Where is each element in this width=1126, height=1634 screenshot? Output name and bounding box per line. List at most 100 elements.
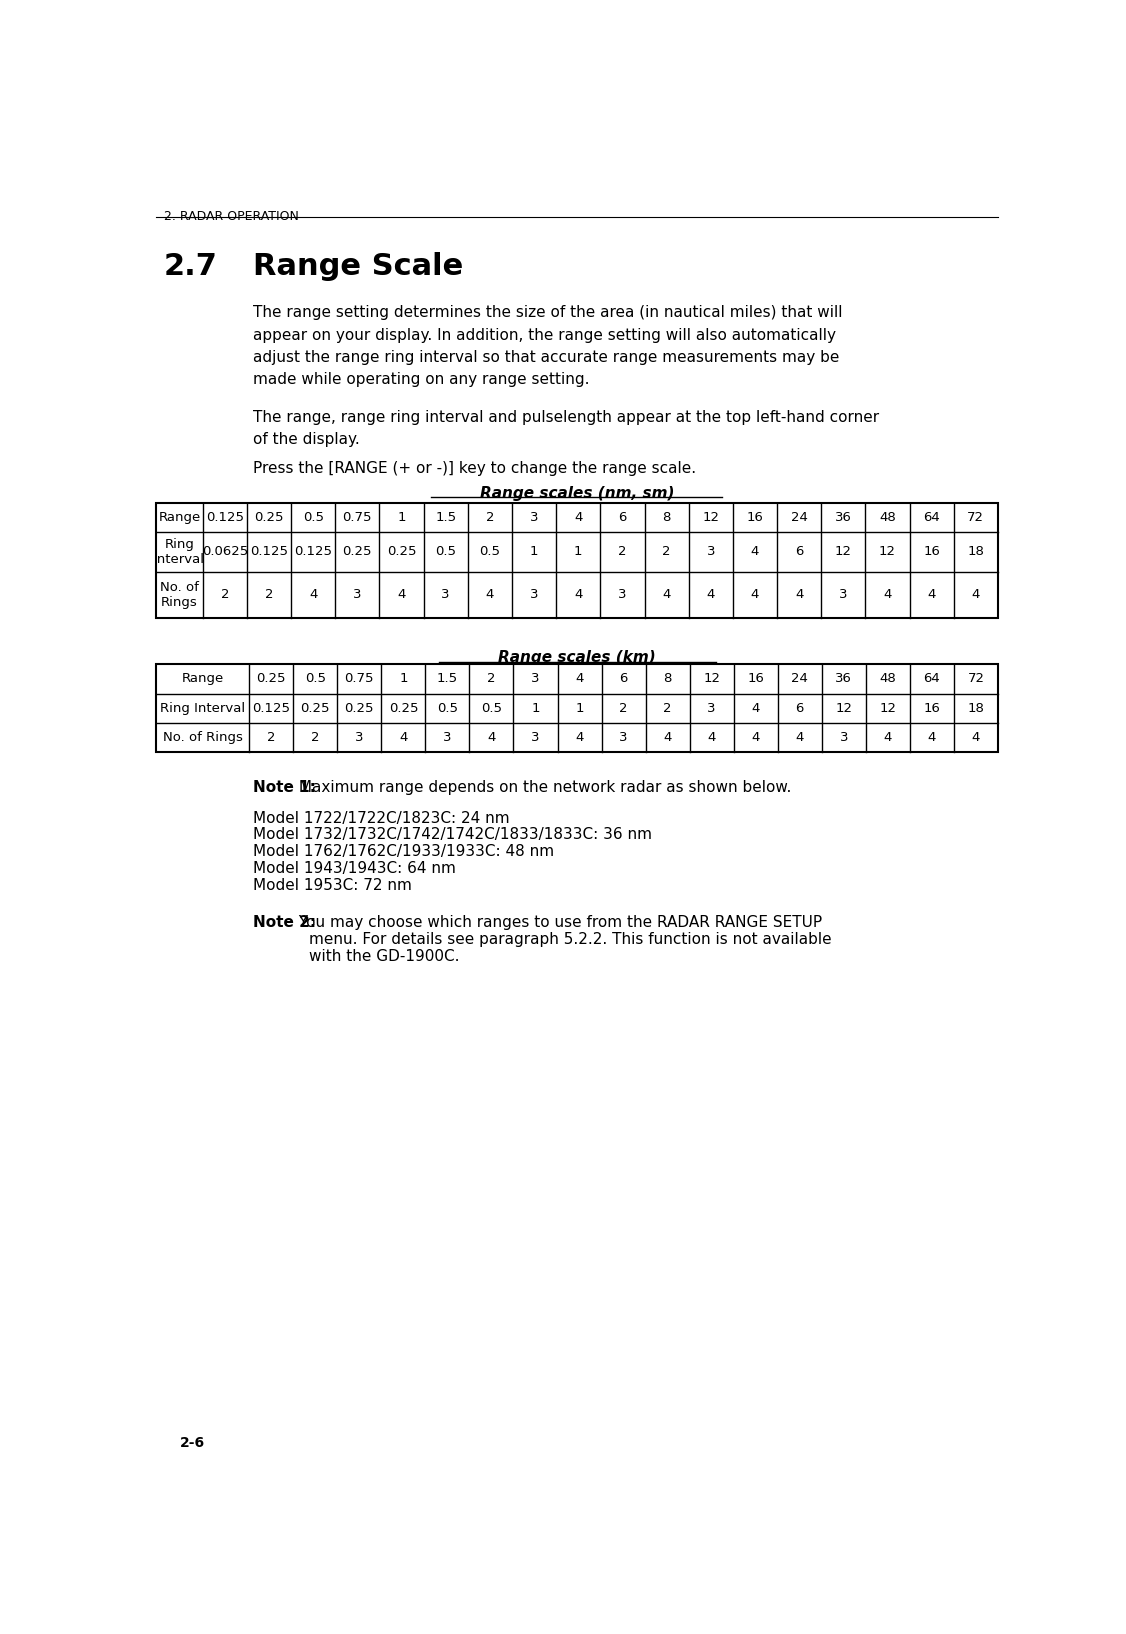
Text: The range setting determines the size of the area (in nautical miles) that will
: The range setting determines the size of… (253, 306, 842, 387)
Text: 4: 4 (485, 588, 494, 601)
Text: 4: 4 (884, 730, 892, 743)
Text: 24: 24 (790, 511, 807, 523)
Text: Model 1953C: 72 nm: Model 1953C: 72 nm (253, 879, 412, 894)
Text: 3: 3 (531, 672, 539, 685)
Text: 3: 3 (354, 588, 361, 601)
Text: 4: 4 (400, 730, 408, 743)
Text: 64: 64 (923, 672, 940, 685)
Text: The range, range ring interval and pulselength appear at the top left-hand corne: The range, range ring interval and pulse… (253, 410, 879, 448)
Text: 0.25: 0.25 (301, 701, 330, 714)
Text: 4: 4 (883, 588, 892, 601)
Text: 4: 4 (309, 588, 318, 601)
Text: No. of Rings: No. of Rings (163, 730, 243, 743)
Text: Range scales (km): Range scales (km) (498, 650, 656, 665)
Text: Note 2:: Note 2: (253, 915, 316, 930)
Text: Range: Range (159, 511, 200, 523)
Text: Note 1:: Note 1: (253, 779, 316, 794)
Text: Model 1722/1722C/1823C: 24 nm: Model 1722/1722C/1823C: 24 nm (253, 810, 510, 825)
Text: 1: 1 (399, 672, 408, 685)
Text: with the GD-1900C.: with the GD-1900C. (309, 949, 459, 964)
Text: menu. For details see paragraph 5.2.2. This function is not available: menu. For details see paragraph 5.2.2. T… (309, 933, 831, 948)
Text: 3: 3 (531, 730, 539, 743)
Text: 1: 1 (397, 511, 405, 523)
Text: 12: 12 (879, 546, 896, 559)
Text: 2: 2 (267, 730, 276, 743)
Text: 2: 2 (488, 672, 495, 685)
Text: 0.75: 0.75 (342, 511, 372, 523)
Text: 4: 4 (972, 730, 980, 743)
Text: 2: 2 (221, 588, 229, 601)
Text: 3: 3 (441, 588, 450, 601)
Text: 0.125: 0.125 (252, 701, 291, 714)
Text: 6: 6 (619, 672, 628, 685)
Text: 4: 4 (707, 588, 715, 601)
Text: 6: 6 (795, 546, 803, 559)
Text: 6: 6 (618, 511, 626, 523)
Text: 8: 8 (663, 672, 672, 685)
Text: 36: 36 (835, 672, 852, 685)
Text: 0.5: 0.5 (305, 672, 325, 685)
Text: 2: 2 (619, 701, 628, 714)
Text: 4: 4 (663, 730, 672, 743)
Text: 3: 3 (530, 511, 538, 523)
Text: 2. RADAR OPERATION: 2. RADAR OPERATION (164, 209, 298, 222)
Text: 2: 2 (265, 588, 274, 601)
Text: 1.5: 1.5 (437, 672, 458, 685)
Text: 1: 1 (574, 546, 582, 559)
Text: 4: 4 (707, 730, 716, 743)
Text: 4: 4 (751, 701, 760, 714)
Bar (157, 503, 998, 618)
Text: 4: 4 (575, 672, 583, 685)
Text: 6: 6 (796, 701, 804, 714)
Text: 0.0625: 0.0625 (202, 546, 248, 559)
Text: 2: 2 (485, 511, 494, 523)
Text: 12: 12 (834, 546, 851, 559)
Text: 4: 4 (397, 588, 405, 601)
Text: 0.125: 0.125 (250, 546, 288, 559)
Text: 0.25: 0.25 (388, 701, 418, 714)
Text: 4: 4 (574, 588, 582, 601)
Text: Model 1943/1943C: 64 nm: Model 1943/1943C: 64 nm (253, 861, 456, 876)
Text: 4: 4 (575, 730, 583, 743)
Text: No. of
Rings: No. of Rings (160, 582, 199, 609)
Text: 18: 18 (967, 701, 984, 714)
Text: 12: 12 (835, 701, 852, 714)
Text: 12: 12 (703, 672, 721, 685)
Text: 3: 3 (706, 546, 715, 559)
Text: 16: 16 (923, 701, 940, 714)
Bar (157, 665, 998, 752)
Text: 3: 3 (707, 701, 716, 714)
Text: 0.25: 0.25 (342, 546, 372, 559)
Text: Ring
Interval: Ring Interval (154, 538, 205, 565)
Text: 72: 72 (967, 672, 984, 685)
Text: 2: 2 (662, 546, 671, 559)
Text: Range Scale: Range Scale (253, 252, 464, 281)
Text: 12: 12 (703, 511, 720, 523)
Text: 64: 64 (923, 511, 940, 523)
Text: 1.5: 1.5 (435, 511, 456, 523)
Text: 3: 3 (530, 588, 538, 601)
Text: 0.5: 0.5 (480, 546, 500, 559)
Text: 1: 1 (531, 701, 539, 714)
Text: 4: 4 (662, 588, 671, 601)
Text: Model 1732/1732C/1742/1742C/1833/1833C: 36 nm: Model 1732/1732C/1742/1742C/1833/1833C: … (253, 827, 652, 843)
Text: 1: 1 (575, 701, 583, 714)
Text: 24: 24 (792, 672, 808, 685)
Text: 3: 3 (355, 730, 364, 743)
Text: 12: 12 (879, 701, 896, 714)
Text: 16: 16 (923, 546, 940, 559)
Text: You may choose which ranges to use from the RADAR RANGE SETUP: You may choose which ranges to use from … (294, 915, 822, 930)
Text: Range scales (nm, sm): Range scales (nm, sm) (480, 485, 674, 500)
Text: 18: 18 (967, 546, 984, 559)
Text: 2: 2 (618, 546, 627, 559)
Text: 2.7: 2.7 (164, 252, 217, 281)
Text: Range: Range (181, 672, 224, 685)
Text: 0.25: 0.25 (254, 511, 284, 523)
Text: Model 1762/1762C/1933/1933C: 48 nm: Model 1762/1762C/1933/1933C: 48 nm (253, 845, 554, 859)
Text: 0.25: 0.25 (345, 701, 374, 714)
Text: 4: 4 (751, 546, 759, 559)
Text: 0.25: 0.25 (387, 546, 417, 559)
Text: 4: 4 (574, 511, 582, 523)
Text: 3: 3 (619, 730, 628, 743)
Text: 4: 4 (972, 588, 980, 601)
